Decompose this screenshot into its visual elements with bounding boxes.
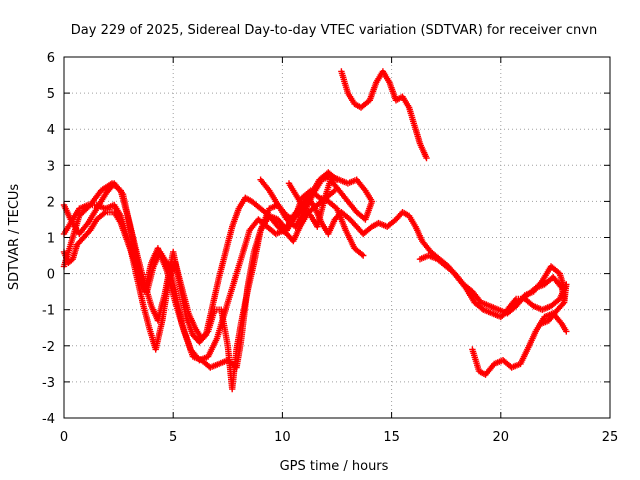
x-axis-label: GPS time / hours [280, 459, 389, 474]
chart-title: Day 229 of 2025, Sidereal Day-to-day VTE… [71, 23, 597, 38]
x-tick-label: 25 [602, 430, 619, 445]
data-marks-track-g [416, 252, 568, 317]
y-tick-label: 3 [47, 159, 55, 174]
y-tick-label: 2 [47, 195, 55, 210]
y-axis-label: SDTVAR / TECUs [7, 184, 22, 291]
x-tick-label: 15 [383, 430, 400, 445]
y-tick-label: -2 [42, 340, 55, 355]
data-marks-track-i [504, 281, 570, 328]
x-tick-label: 20 [493, 430, 510, 445]
series-track-h [469, 310, 570, 378]
series-track-f [338, 68, 430, 162]
y-tick-label: -4 [42, 412, 55, 427]
axes: 0 5 10 15 20 25 -4 -3 -2 -1 0 1 2 3 4 5 6 [42, 51, 618, 445]
grid [64, 57, 610, 418]
x-tick-label: 10 [274, 430, 291, 445]
y-tick-label: 1 [47, 232, 55, 247]
y-tick-label: 4 [47, 123, 55, 138]
series-track-i [504, 281, 570, 328]
data-marks-track-e [257, 172, 376, 230]
x-tick-label: 0 [60, 430, 68, 445]
y-tick-label: 0 [47, 268, 55, 283]
data-marks-track-f [338, 68, 430, 162]
data-marks-track-h [469, 310, 570, 378]
series-track-g [416, 252, 568, 317]
y-tick-label: 5 [47, 87, 55, 102]
x-tick-label: 5 [169, 430, 177, 445]
y-tick-label: -1 [42, 304, 55, 319]
y-tick-label: 6 [47, 51, 55, 66]
series-track-e [257, 172, 376, 230]
y-tick-label: -3 [42, 376, 55, 391]
